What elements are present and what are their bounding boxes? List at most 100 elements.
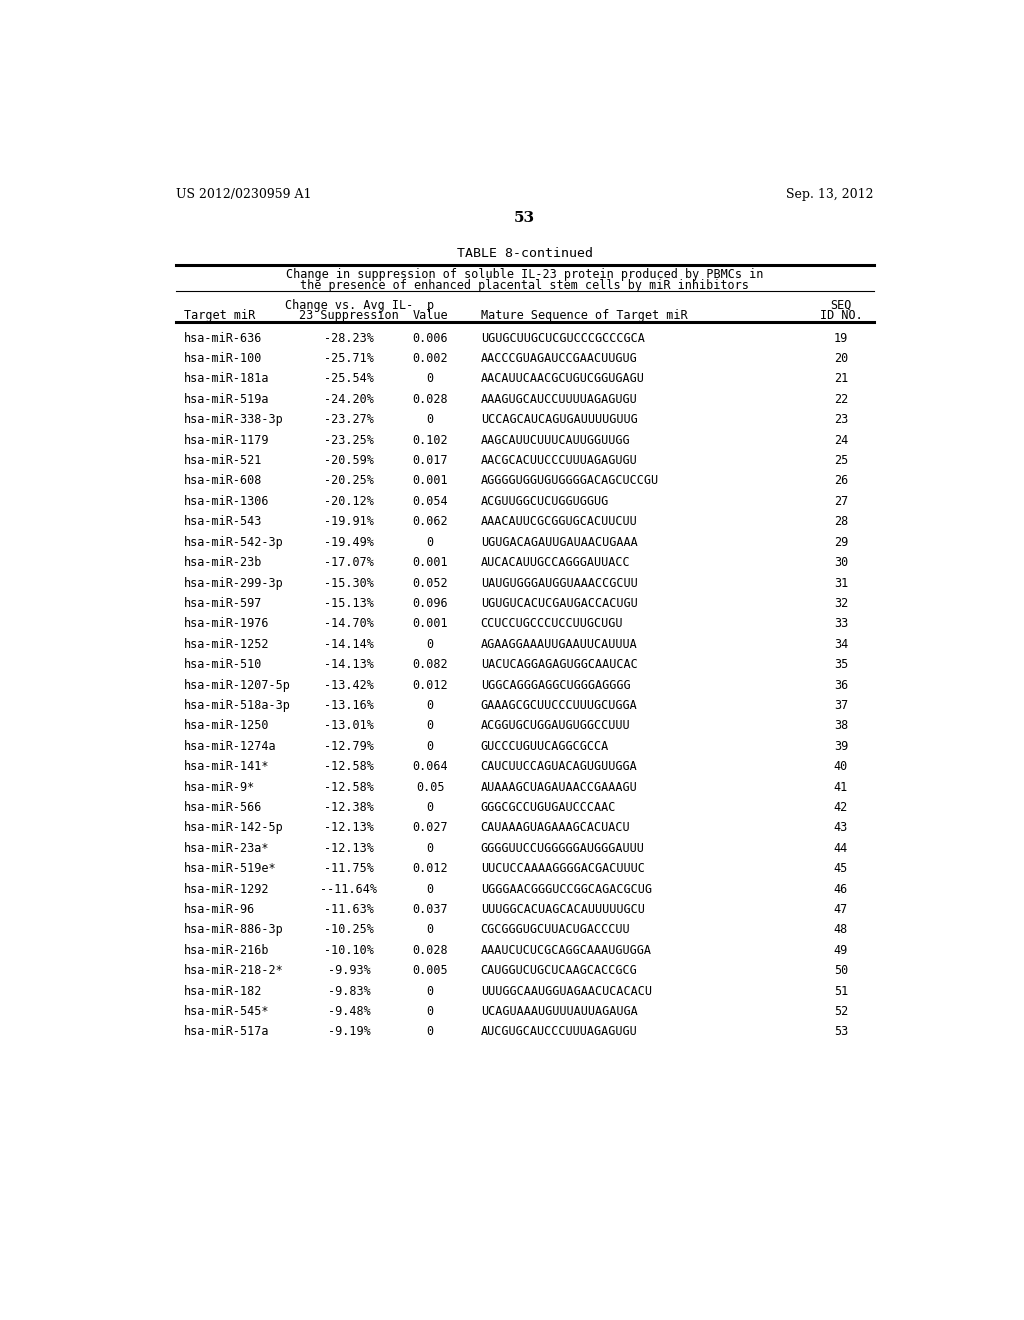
Text: 47: 47 — [834, 903, 848, 916]
Text: p: p — [427, 298, 434, 312]
Text: 36: 36 — [834, 678, 848, 692]
Text: -10.10%: -10.10% — [324, 944, 374, 957]
Text: 39: 39 — [834, 739, 848, 752]
Text: 0.028: 0.028 — [413, 393, 449, 405]
Text: 27: 27 — [834, 495, 848, 508]
Text: hsa-miR-1976: hsa-miR-1976 — [183, 618, 269, 631]
Text: 0: 0 — [427, 700, 434, 711]
Text: 0.05: 0.05 — [416, 780, 444, 793]
Text: 51: 51 — [834, 985, 848, 998]
Text: hsa-miR-886-3p: hsa-miR-886-3p — [183, 924, 284, 936]
Text: 0: 0 — [427, 413, 434, 426]
Text: -12.13%: -12.13% — [324, 842, 374, 855]
Text: -25.71%: -25.71% — [324, 352, 374, 366]
Text: -23.25%: -23.25% — [324, 434, 374, 446]
Text: AGAAGGAAAUUGAAUUCAUUUA: AGAAGGAAAUUGAAUUCAUUUA — [480, 638, 637, 651]
Text: UCAGUAAAUGUUUAUUAGAUGA: UCAGUAAAUGUUUAUUAGAUGA — [480, 1005, 637, 1018]
Text: hsa-miR-542-3p: hsa-miR-542-3p — [183, 536, 284, 549]
Text: -12.58%: -12.58% — [324, 760, 374, 774]
Text: hsa-miR-519e*: hsa-miR-519e* — [183, 862, 276, 875]
Text: 0: 0 — [427, 1005, 434, 1018]
Text: -28.23%: -28.23% — [324, 331, 374, 345]
Text: 0: 0 — [427, 739, 434, 752]
Text: ACGUUGGCUCUGGUGGUG: ACGUUGGCUCUGGUGGUG — [480, 495, 609, 508]
Text: --11.64%: --11.64% — [321, 883, 378, 895]
Text: hsa-miR-23b: hsa-miR-23b — [183, 556, 262, 569]
Text: -12.79%: -12.79% — [324, 739, 374, 752]
Text: 0.012: 0.012 — [413, 678, 449, 692]
Text: -14.14%: -14.14% — [324, 638, 374, 651]
Text: UGGGAACGGGUCCGGCAGACGCUG: UGGGAACGGGUCCGGCAGACGCUG — [480, 883, 651, 895]
Text: 26: 26 — [834, 474, 848, 487]
Text: SEQ: SEQ — [830, 298, 852, 312]
Text: hsa-miR-597: hsa-miR-597 — [183, 597, 262, 610]
Text: UUUGGCAAUGGUAGAACUCACACU: UUUGGCAAUGGUAGAACUCACACU — [480, 985, 651, 998]
Text: 25: 25 — [834, 454, 848, 467]
Text: hsa-miR-218-2*: hsa-miR-218-2* — [183, 964, 284, 977]
Text: hsa-miR-1292: hsa-miR-1292 — [183, 883, 269, 895]
Text: hsa-miR-545*: hsa-miR-545* — [183, 1005, 269, 1018]
Text: -20.25%: -20.25% — [324, 474, 374, 487]
Text: CGCGGGUGCUUACUGACCCUU: CGCGGGUGCUUACUGACCCUU — [480, 924, 630, 936]
Text: 44: 44 — [834, 842, 848, 855]
Text: 0.012: 0.012 — [413, 862, 449, 875]
Text: hsa-miR-543: hsa-miR-543 — [183, 515, 262, 528]
Text: hsa-miR-510: hsa-miR-510 — [183, 659, 262, 671]
Text: Sep. 13, 2012: Sep. 13, 2012 — [786, 187, 873, 201]
Text: AAGCAUUCUUUCAUUGGUUGG: AAGCAUUCUUUCAUUGGUUGG — [480, 434, 630, 446]
Text: UGUGACAGAUUGAUAACUGAAA: UGUGACAGAUUGAUAACUGAAA — [480, 536, 637, 549]
Text: ACGGUGCUGGAUGUGGCCUUU: ACGGUGCUGGAUGUGGCCUUU — [480, 719, 630, 733]
Text: 28: 28 — [834, 515, 848, 528]
Text: -9.83%: -9.83% — [328, 985, 371, 998]
Text: hsa-miR-9*: hsa-miR-9* — [183, 780, 255, 793]
Text: 0.017: 0.017 — [413, 454, 449, 467]
Text: -17.07%: -17.07% — [324, 556, 374, 569]
Text: 20: 20 — [834, 352, 848, 366]
Text: 0.001: 0.001 — [413, 618, 449, 631]
Text: CAUAAAGUAGAAAGCACUACU: CAUAAAGUAGAAAGCACUACU — [480, 821, 630, 834]
Text: -11.75%: -11.75% — [324, 862, 374, 875]
Text: hsa-miR-519a: hsa-miR-519a — [183, 393, 269, 405]
Text: CAUGGUCUGCUCAAGCACCGCG: CAUGGUCUGCUCAAGCACCGCG — [480, 964, 637, 977]
Text: 21: 21 — [834, 372, 848, 385]
Text: 24: 24 — [834, 434, 848, 446]
Text: hsa-miR-636: hsa-miR-636 — [183, 331, 262, 345]
Text: 49: 49 — [834, 944, 848, 957]
Text: 31: 31 — [834, 577, 848, 590]
Text: GGGCGCCUGUGAUCCCAAC: GGGCGCCUGUGAUCCCAAC — [480, 801, 616, 814]
Text: hsa-miR-1250: hsa-miR-1250 — [183, 719, 269, 733]
Text: hsa-miR-181a: hsa-miR-181a — [183, 372, 269, 385]
Text: 0.082: 0.082 — [413, 659, 449, 671]
Text: CCUCCUGCCCUCCUUGCUGU: CCUCCUGCCCUCCUUGCUGU — [480, 618, 624, 631]
Text: 0: 0 — [427, 842, 434, 855]
Text: 53: 53 — [514, 211, 536, 224]
Text: 19: 19 — [834, 331, 848, 345]
Text: hsa-miR-141*: hsa-miR-141* — [183, 760, 269, 774]
Text: 37: 37 — [834, 700, 848, 711]
Text: AAACAUUCGCGGUGCACUUCUU: AAACAUUCGCGGUGCACUUCUU — [480, 515, 637, 528]
Text: -20.59%: -20.59% — [324, 454, 374, 467]
Text: AACAUUCAACGCUGUCGGUGAGU: AACAUUCAACGCUGUCGGUGAGU — [480, 372, 644, 385]
Text: hsa-miR-518a-3p: hsa-miR-518a-3p — [183, 700, 291, 711]
Text: 0: 0 — [427, 372, 434, 385]
Text: Change in suppression of soluble IL-23 protein produced by PBMCs in: Change in suppression of soluble IL-23 p… — [286, 268, 764, 281]
Text: US 2012/0230959 A1: US 2012/0230959 A1 — [176, 187, 311, 201]
Text: -12.58%: -12.58% — [324, 780, 374, 793]
Text: -13.16%: -13.16% — [324, 700, 374, 711]
Text: 42: 42 — [834, 801, 848, 814]
Text: Value: Value — [413, 309, 449, 322]
Text: 38: 38 — [834, 719, 848, 733]
Text: UAUGUGGGAUGGUAAACCGCUU: UAUGUGGGAUGGUAAACCGCUU — [480, 577, 637, 590]
Text: 48: 48 — [834, 924, 848, 936]
Text: the presence of enhanced placental stem cells by miR inhibitors: the presence of enhanced placental stem … — [300, 279, 750, 292]
Text: UGUGCUUGCUCGUCCCGCCCGCA: UGUGCUUGCUCGUCCCGCCCGCA — [480, 331, 644, 345]
Text: 41: 41 — [834, 780, 848, 793]
Text: AUCACAUUGCCAGGGAUUACC: AUCACAUUGCCAGGGAUUACC — [480, 556, 630, 569]
Text: -12.13%: -12.13% — [324, 821, 374, 834]
Text: hsa-miR-1179: hsa-miR-1179 — [183, 434, 269, 446]
Text: 0.054: 0.054 — [413, 495, 449, 508]
Text: 0: 0 — [427, 719, 434, 733]
Text: hsa-miR-142-5p: hsa-miR-142-5p — [183, 821, 284, 834]
Text: 0: 0 — [427, 985, 434, 998]
Text: 34: 34 — [834, 638, 848, 651]
